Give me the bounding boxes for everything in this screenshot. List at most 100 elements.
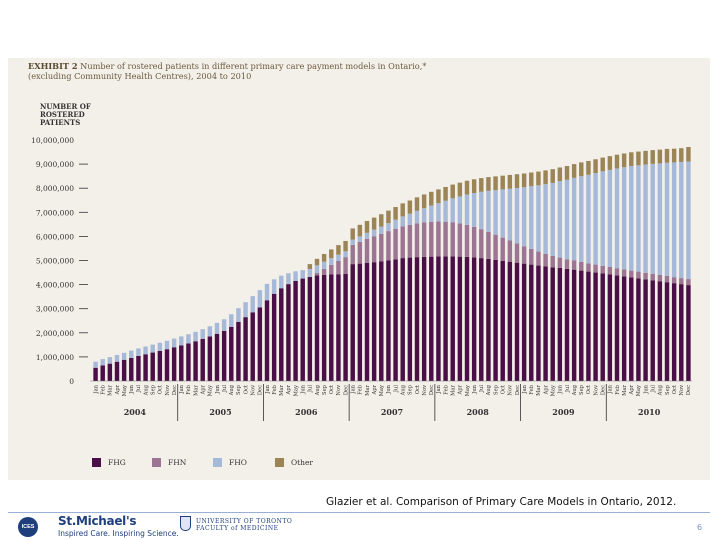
bar-segment-other [321, 253, 327, 262]
bar-segment-fhg [607, 274, 613, 381]
month-tick-label: Mar [365, 384, 371, 395]
year-label: 2005 [209, 407, 231, 417]
bar-segment-other [657, 149, 663, 164]
bar-segment-fhn [571, 260, 577, 270]
citation-text: Glazier et al. Comparison of Primary Car… [326, 496, 677, 508]
bar-segment-fho [136, 348, 141, 356]
bar-segment-fhn [364, 238, 370, 263]
bar-segment-fho [93, 361, 98, 368]
bar-segment-other [550, 169, 555, 183]
month-tick-label: Apr [201, 384, 207, 395]
bar-segment-fhg [393, 259, 398, 381]
bar-segment-fhn [436, 221, 441, 257]
bar-segment-fhn [379, 233, 384, 262]
bar-segment-other [414, 197, 420, 211]
bar-segment-fhg [564, 268, 570, 381]
bar-segment-fhn [621, 269, 627, 277]
month-tick-label: Aug [658, 384, 664, 396]
bar-segment-other [629, 152, 634, 167]
bar-segment-fhn [657, 274, 663, 282]
bar-segment-fho [621, 167, 627, 270]
month-tick-label: Feb [529, 384, 535, 394]
bar-segment-fhg [643, 279, 648, 381]
bar-segment-fhn [586, 263, 591, 272]
bar-segment-fhg [479, 258, 484, 381]
bar-segment-fho [414, 210, 420, 224]
month-tick-label: Sep [493, 384, 499, 395]
month-tick-label: Apr [115, 384, 121, 395]
month-tick-label: May [122, 385, 128, 396]
bar-segment-fho [479, 191, 484, 230]
bar-segment-fho [593, 173, 598, 265]
month-tick-label: Jun [643, 384, 649, 394]
bar-segment-fho [321, 261, 327, 269]
bar-segment-fhn [457, 223, 463, 257]
bar-segment-fhg [457, 256, 463, 381]
month-tick-label: Feb [186, 384, 192, 394]
bar-segment-fho [507, 188, 513, 241]
bar-segment-fho [100, 359, 105, 366]
bar-segment-other [600, 157, 605, 172]
bar-segment-fhg [371, 262, 377, 381]
bar-segment-fho [629, 166, 634, 271]
bar-segment-fho [157, 342, 163, 351]
bar-segment-fho [600, 171, 605, 266]
bar-segment-fhg [250, 312, 255, 381]
month-tick-label: Nov [251, 385, 257, 396]
legend-swatch-other [275, 458, 284, 467]
month-tick-label: Apr [286, 384, 292, 395]
bar-segment-fho [471, 193, 477, 227]
bar-segment-fhg [514, 262, 520, 381]
bar-segment-fhg [300, 278, 305, 381]
month-tick-label: Nov [336, 385, 342, 396]
st-michaels-tagline: Inspired Care. Inspiring Science. [58, 529, 179, 538]
bar-segment-fhg [221, 330, 227, 381]
bar-segment-fhg [236, 321, 241, 381]
bar-segment-fhg [271, 293, 277, 381]
bar-segment-fho [679, 161, 684, 279]
bar-segment-fhg [671, 283, 677, 381]
month-tick-label: Mar [536, 384, 542, 395]
bar-segment-fhn [314, 273, 320, 276]
bar-segment-fhg [414, 257, 420, 381]
bar-segment-other [464, 180, 470, 195]
month-tick-label: Jan [522, 384, 528, 394]
month-tick-label: Jul [565, 385, 571, 393]
month-tick-label: Mar [451, 384, 457, 395]
bar-segment-other [357, 224, 363, 237]
bar-segment-other [536, 171, 541, 186]
bar-segment-fhg [207, 336, 213, 381]
month-tick-label: May [551, 385, 557, 396]
bar-segment-fhn [350, 244, 355, 265]
bar-segment-other [636, 151, 641, 166]
legend-item-fhn: FHN [152, 458, 186, 467]
legend-swatch-fho [213, 458, 222, 467]
y-tick-label: 4,000,000 [36, 281, 74, 290]
bar-segment-fhg [186, 343, 191, 381]
bar-segment-fhn [614, 268, 620, 276]
month-tick-label: Sep [151, 384, 157, 395]
month-tick-label: Mar [108, 384, 114, 395]
bar-segment-fhn [321, 268, 327, 275]
y-tick-label: 8,000,000 [36, 184, 74, 193]
bar-segment-fho [250, 296, 255, 313]
bar-segment-other [514, 174, 520, 188]
month-tick-label: Feb [272, 384, 278, 394]
bar-segment-fho [529, 186, 534, 249]
bar-segment-other [607, 156, 613, 170]
bar-segment-fho [393, 219, 398, 229]
bar-segment-fho [200, 329, 205, 339]
bar-segment-fho [300, 270, 305, 279]
year-label: 2006 [295, 407, 318, 417]
bar-segment-other [543, 170, 548, 185]
bar-segment-fhn [493, 234, 498, 260]
bar-segment-fho [671, 162, 677, 278]
bar-segment-fhg [500, 260, 505, 381]
bar-segment-fhn [443, 221, 448, 257]
bar-segment-fhn [529, 248, 534, 265]
bar-segment-fho [279, 275, 284, 289]
bar-segment-fhg [536, 265, 541, 381]
bar-segment-fhg [200, 338, 205, 381]
bar-segment-fhg [121, 359, 127, 381]
